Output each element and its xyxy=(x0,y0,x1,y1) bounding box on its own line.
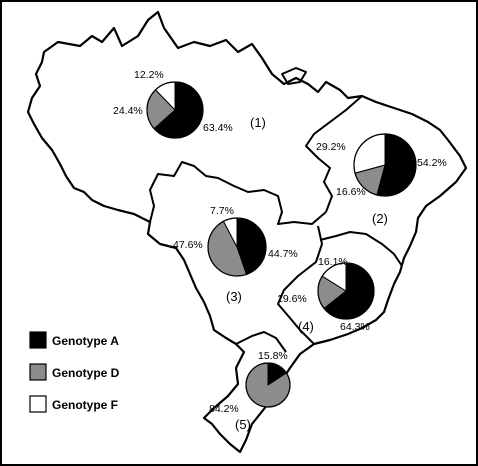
region-label-5: (5) xyxy=(235,417,251,432)
pie-outline xyxy=(353,133,417,197)
pie-outline xyxy=(207,217,267,277)
region-label-4: (4) xyxy=(298,319,314,334)
legend-label-genotype-a: Genotype A xyxy=(52,334,119,348)
boundary-southeast-south xyxy=(235,331,287,353)
legend-label-genotype-f: Genotype F xyxy=(52,398,118,412)
pie-chart-region-4: 64.3% 19.6% 16.1% xyxy=(277,256,375,333)
pie-chart-region-3: 44.7% 47.6% 7.7% xyxy=(173,205,298,277)
pie-outline xyxy=(245,362,291,408)
boundary-north-northeast xyxy=(305,95,363,213)
boundary-centerwest-southeast xyxy=(277,225,323,345)
percent-label-genotype-f: 16.1% xyxy=(318,256,348,268)
legend-item-genotype-d: Genotype D xyxy=(29,363,120,381)
percent-label-genotype-f: 29.2% xyxy=(316,141,346,153)
legend-item-genotype-a: Genotype A xyxy=(29,331,119,349)
pie-chart-region-5: 15.8% 84.2% xyxy=(209,350,291,415)
legend-swatch-genotype-a xyxy=(29,331,47,349)
percent-label-genotype-d: 16.6% xyxy=(336,186,366,198)
percent-label-genotype-d: 24.4% xyxy=(113,105,143,117)
legend-swatch-genotype-d xyxy=(29,363,47,381)
percent-label-genotype-f: 12.2% xyxy=(134,69,164,81)
legend-label-genotype-d: Genotype D xyxy=(52,366,120,380)
boundary-north-centerwest xyxy=(149,161,327,225)
percent-label-genotype-d: 19.6% xyxy=(277,293,307,305)
region-boundaries xyxy=(149,95,403,353)
percent-label-genotype-f: 7.7% xyxy=(210,205,234,217)
percent-label-genotype-a: 54.2% xyxy=(417,157,447,169)
region-label-2: (2) xyxy=(372,211,388,226)
boundary-northeast-southeast xyxy=(319,231,403,267)
legend-swatch-genotype-f xyxy=(29,395,47,413)
percent-label-genotype-a: 63.4% xyxy=(203,122,233,134)
percent-label-genotype-a: 44.7% xyxy=(268,248,298,260)
percent-label-genotype-d: 47.6% xyxy=(173,239,203,251)
pie-charts: 63.4% 24.4% 12.2% 54.2% 16.6% 29.2% 44.7% 47.6%… xyxy=(113,69,447,415)
legend-item-genotype-f: Genotype F xyxy=(29,395,118,413)
pie-outline xyxy=(146,81,204,139)
brazil-outline xyxy=(26,10,468,454)
region-label-1: (1) xyxy=(250,115,266,130)
pie-outline xyxy=(317,262,375,320)
pie-chart-region-1: 63.4% 24.4% 12.2% xyxy=(113,69,233,139)
legend: Genotype A Genotype D Genotype F xyxy=(29,331,120,413)
percent-label-genotype-d: 84.2% xyxy=(209,403,239,415)
island-shape xyxy=(281,67,307,85)
region-label-3: (3) xyxy=(226,289,242,304)
pie-chart-region-2: 54.2% 16.6% 29.2% xyxy=(316,133,447,198)
percent-label-genotype-a: 64.3% xyxy=(340,321,370,333)
percent-label-genotype-a: 15.8% xyxy=(258,350,288,362)
